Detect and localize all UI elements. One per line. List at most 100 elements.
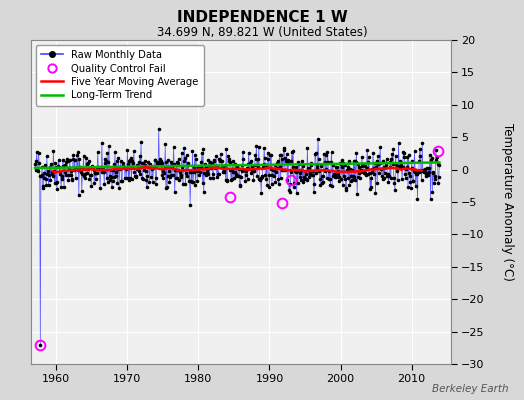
Point (415, 158, 423, 165)
Point (367, 184, 376, 190)
Point (279, 145, 288, 152)
Point (147, 174, 155, 180)
Point (144, 158, 152, 165)
Point (413, 171, 421, 178)
Point (319, 173, 327, 180)
Point (194, 164, 203, 171)
Point (312, 170, 321, 176)
Point (387, 175, 395, 181)
Point (233, 164, 242, 170)
Point (68, 176, 76, 182)
Point (421, 169, 429, 175)
Point (255, 144, 263, 150)
Point (187, 178, 195, 184)
Point (253, 172, 261, 179)
Point (200, 188, 208, 195)
Point (245, 166, 254, 172)
Point (109, 178, 117, 184)
Point (172, 158, 181, 165)
Point (208, 161, 216, 167)
Point (196, 168, 204, 175)
Point (123, 175, 131, 181)
Point (333, 168, 342, 174)
Point (141, 168, 150, 174)
Point (410, 168, 418, 174)
Point (234, 173, 242, 179)
Point (202, 172, 210, 178)
Point (181, 155, 189, 161)
Point (374, 152, 382, 159)
Point (128, 158, 136, 164)
Point (199, 146, 208, 152)
Point (127, 154, 135, 161)
Point (354, 174, 362, 180)
Point (409, 178, 418, 184)
Point (128, 164, 137, 170)
Point (209, 175, 217, 181)
Point (209, 171, 217, 178)
Point (310, 188, 318, 195)
Point (83, 170, 91, 177)
Point (249, 176, 258, 183)
Point (275, 181, 283, 187)
Point (42, 153, 51, 159)
Point (416, 153, 424, 159)
Point (315, 168, 323, 174)
Point (388, 160, 397, 167)
Point (338, 157, 346, 163)
Point (56, 170, 64, 177)
Point (183, 173, 191, 179)
Point (427, 157, 435, 164)
Point (422, 171, 431, 178)
Point (235, 166, 244, 172)
Point (226, 166, 235, 173)
Point (400, 150, 409, 156)
Point (90, 179, 99, 186)
Point (397, 165, 406, 172)
Point (206, 165, 215, 172)
Point (120, 164, 128, 170)
Point (33, 167, 41, 174)
Point (414, 168, 422, 174)
Point (134, 164, 142, 170)
Point (214, 170, 223, 177)
Point (101, 160, 110, 166)
Point (185, 169, 194, 175)
Point (364, 159, 372, 166)
Point (288, 149, 296, 156)
Point (366, 186, 374, 192)
Point (345, 182, 354, 188)
Point (301, 168, 309, 174)
Point (37, 173, 45, 179)
Point (293, 180, 302, 186)
Point (105, 143, 113, 149)
Point (302, 177, 311, 183)
Point (373, 158, 381, 164)
Point (266, 166, 275, 172)
Point (140, 158, 149, 164)
Point (428, 189, 436, 195)
Point (258, 173, 266, 179)
Point (356, 167, 365, 174)
Point (297, 167, 305, 174)
Point (416, 146, 424, 152)
Point (299, 178, 307, 185)
Point (384, 171, 392, 177)
Point (229, 169, 237, 175)
Point (160, 170, 168, 176)
Point (119, 164, 128, 170)
Point (379, 158, 387, 164)
Point (403, 154, 412, 160)
Point (344, 175, 353, 181)
Point (270, 162, 279, 168)
Point (156, 158, 165, 164)
Point (174, 160, 182, 166)
Point (153, 159, 161, 166)
Point (195, 164, 204, 170)
Point (164, 157, 172, 164)
Point (407, 158, 416, 164)
Point (346, 178, 355, 184)
Point (168, 162, 176, 169)
Point (66, 157, 74, 164)
Point (383, 156, 391, 162)
